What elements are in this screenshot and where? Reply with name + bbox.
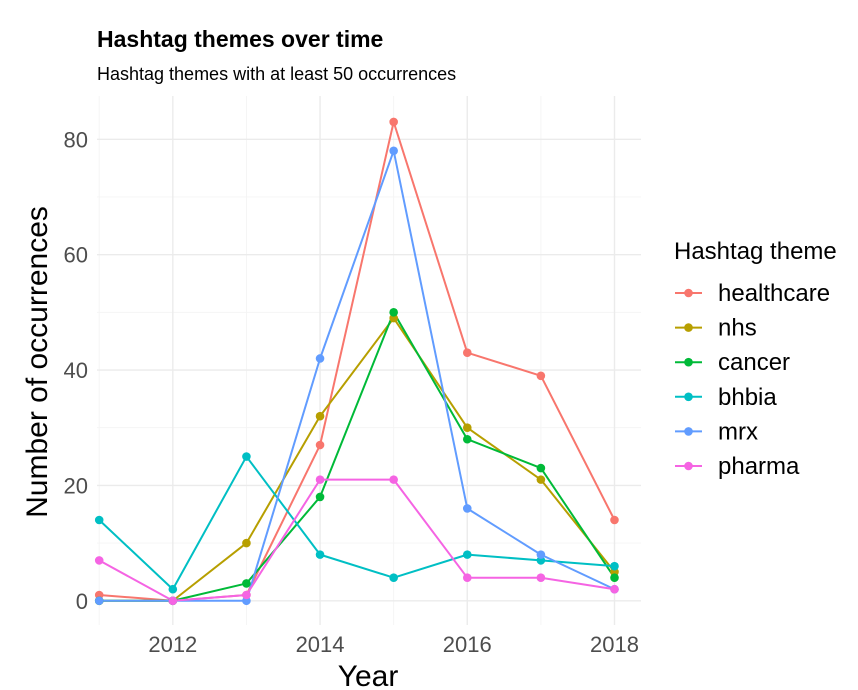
data-point-cancer — [242, 579, 251, 588]
data-point-nhs — [315, 411, 325, 421]
legend-label-healthcare: healthcare — [718, 280, 830, 307]
data-point-cancer — [536, 463, 546, 473]
legend-key-point — [684, 427, 693, 436]
data-point-bhbia — [94, 515, 104, 525]
data-point-cancer — [315, 492, 325, 502]
data-point-pharma — [389, 475, 398, 484]
legend-key-point — [684, 392, 693, 402]
data-point-cancer — [610, 573, 619, 582]
data-point-pharma — [610, 584, 619, 594]
data-point-mrx — [94, 596, 104, 606]
data-point-nhs — [536, 475, 546, 484]
legend-items: healthcare nhs cancer bhbia mrx pharma — [675, 280, 830, 480]
data-point-cancer — [389, 308, 398, 317]
data-point-nhs — [462, 423, 472, 433]
legend: Hashtag theme healthcare nhs cancer bhbia mr… — [674, 238, 837, 480]
data-point-bhbia — [389, 573, 398, 582]
data-point-healthcare — [610, 515, 619, 525]
legend-key-point — [684, 357, 693, 367]
y-axis-ticks: 0 20 40 60 80 — [64, 127, 88, 614]
legend-label-cancer: cancer — [718, 349, 790, 376]
data-point-healthcare — [389, 117, 398, 127]
legend-label-mrx: mrx — [718, 418, 758, 445]
y-tick-label: 60 — [64, 243, 88, 268]
series-line-healthcare — [99, 120, 616, 602]
data-point-healthcare — [536, 371, 546, 381]
data-point-bhbia — [315, 550, 325, 559]
data-point-pharma — [242, 590, 251, 600]
data-point-bhbia — [242, 452, 251, 461]
data-point-mrx — [315, 354, 325, 363]
data-point-pharma — [168, 596, 178, 606]
data-point-mrx — [462, 504, 472, 513]
legend-title: Hashtag theme — [674, 238, 837, 265]
x-axis-title: Year — [338, 660, 399, 690]
data-point-bhbia — [462, 550, 472, 559]
x-tick-label: 2012 — [148, 632, 197, 657]
data-point-healthcare — [462, 348, 472, 358]
data-point-bhbia — [168, 584, 178, 594]
series-lines — [98, 120, 616, 602]
data-point-mrx — [536, 550, 546, 559]
plot-area — [94, 96, 641, 625]
legend-label-nhs: nhs — [718, 315, 757, 342]
legend-label-bhbia: bhbia — [718, 384, 777, 411]
data-point-pharma — [462, 573, 472, 582]
grid-lines — [97, 96, 641, 625]
data-point-cancer — [462, 434, 472, 444]
series-points — [94, 117, 619, 606]
data-point-healthcare — [315, 440, 325, 450]
x-tick-label: 2016 — [443, 632, 492, 657]
chart-subtitle: Hashtag themes with at least 50 occurren… — [97, 64, 456, 84]
series-line-nhs — [99, 317, 616, 602]
x-tick-label: 2014 — [296, 632, 345, 657]
y-tick-label: 20 — [64, 473, 88, 498]
data-point-pharma — [94, 556, 104, 565]
series-line-pharma — [98, 478, 615, 602]
x-axis-ticks: 2012 2014 2016 2018 — [148, 632, 639, 657]
y-tick-label: 0 — [76, 589, 88, 614]
x-tick-label: 2018 — [590, 632, 639, 657]
legend-key-point — [684, 288, 693, 298]
data-point-mrx — [389, 146, 398, 156]
y-tick-label: 40 — [64, 358, 88, 383]
data-point-bhbia — [610, 561, 619, 571]
data-point-pharma — [315, 475, 325, 484]
y-tick-label: 80 — [64, 127, 88, 152]
legend-key-point — [684, 461, 693, 471]
y-axis-title: Number of occurrences — [21, 206, 54, 518]
legend-label-pharma: pharma — [718, 453, 800, 480]
data-point-pharma — [536, 573, 546, 582]
series-line-bhbia — [98, 455, 615, 591]
series-line-cancer — [99, 311, 616, 602]
chart-title: Hashtag themes over time — [97, 26, 383, 52]
legend-key-point — [684, 323, 693, 332]
data-point-nhs — [242, 538, 251, 548]
